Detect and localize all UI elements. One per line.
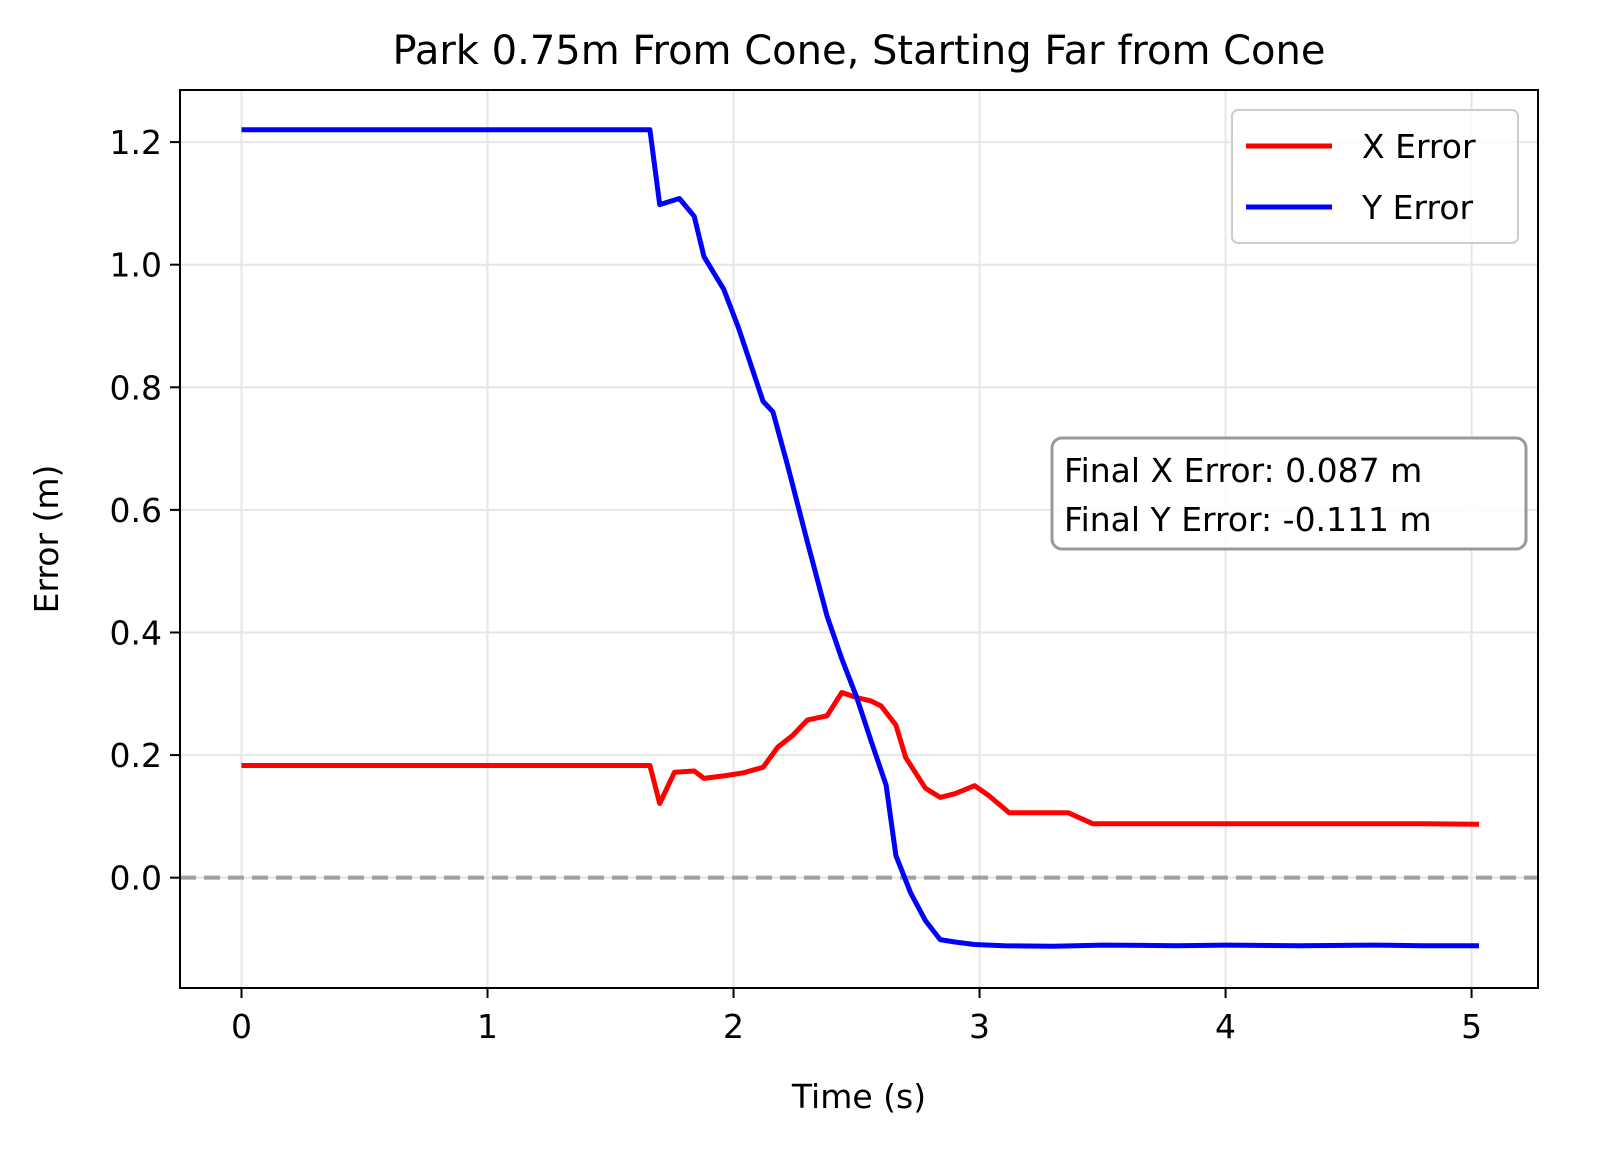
x-tick-label: 3 (969, 1007, 990, 1046)
legend-label-x-error: X Error (1362, 127, 1476, 166)
annotation-box (1050, 436, 1528, 551)
annotation-final-x-error: Final X Error: 0.087 m (1064, 451, 1422, 490)
legend-box (1231, 109, 1519, 244)
y-tick-label: 0.2 (110, 736, 162, 775)
series-line-x-error (241, 690, 1480, 827)
series-layer (241, 127, 1480, 949)
y-tick-label: 0.8 (110, 368, 162, 407)
annotation-final-y-error: Final Y Error: -0.111 m (1064, 500, 1432, 539)
y-tick-label: 0.6 (110, 491, 162, 530)
y-tick-label: 0.4 (110, 613, 162, 652)
x-axis-label: Time (s) (791, 1077, 926, 1116)
x-tick-label: 0 (231, 1007, 252, 1046)
x-tick-label: 4 (1215, 1007, 1236, 1046)
legend-label-y-error: Y Error (1361, 188, 1474, 227)
chart-title: Park 0.75m From Cone, Starting Far from … (393, 28, 1326, 74)
x-ticks: 0 1 2 3 4 5 (231, 988, 1482, 1046)
y-axis-label: Error (m) (27, 465, 66, 614)
series-line-y-error (241, 127, 1479, 949)
final-error-annotation: Final X Error: 0.087 m Final Y Error: -0… (1050, 436, 1528, 551)
y-tick-label: 1.0 (110, 246, 162, 285)
y-ticks: 0.0 0.2 0.4 0.6 0.8 1.0 1.2 (110, 123, 180, 898)
plot-frame (179, 89, 1539, 989)
x-tick-label: 5 (1461, 1007, 1482, 1046)
y-tick-label: 1.2 (110, 123, 162, 162)
x-tick-label: 1 (477, 1007, 498, 1046)
y-tick-label: 0.0 (110, 859, 162, 898)
legend: X Error Y Error (1231, 109, 1519, 244)
x-tick-label: 2 (723, 1007, 744, 1046)
